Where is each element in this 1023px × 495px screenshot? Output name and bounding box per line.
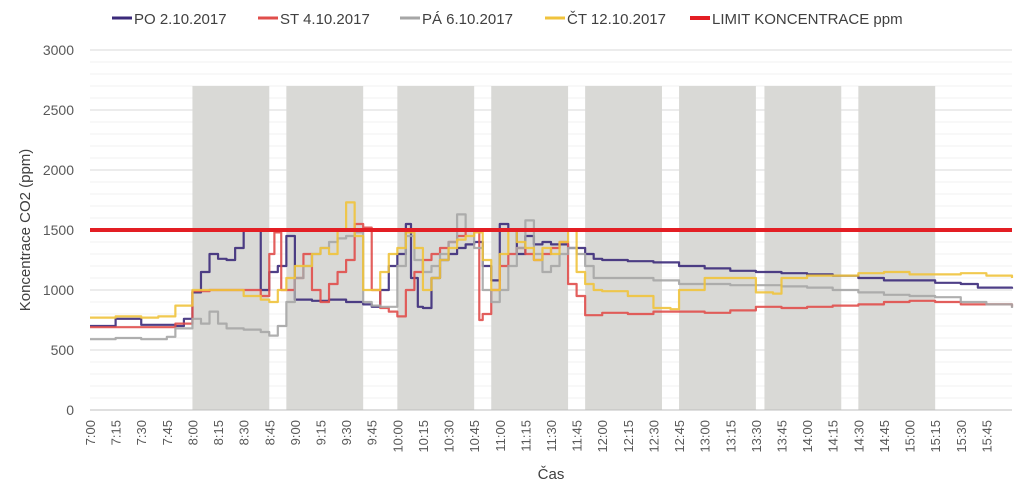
- y-tick-label: 500: [51, 342, 75, 358]
- x-tick-label: 9:00: [288, 420, 303, 445]
- x-tick-label: 15:45: [979, 420, 994, 453]
- x-tick-label: 15:00: [903, 420, 918, 453]
- y-tick-label: 1500: [43, 222, 74, 238]
- y-tick-label: 3000: [43, 42, 74, 58]
- x-tick-label: 9:30: [339, 420, 354, 445]
- x-tick-label: 7:15: [109, 420, 124, 445]
- x-tick-label: 12:00: [595, 420, 610, 453]
- x-tick-label: 7:45: [160, 420, 175, 445]
- shaded-period: [858, 86, 936, 410]
- y-tick-label: 2500: [43, 102, 74, 118]
- x-tick-label: 9:15: [314, 420, 329, 445]
- x-tick-label: 11:15: [518, 420, 533, 452]
- x-tick-label: 13:30: [749, 420, 764, 453]
- x-tick-label: 15:30: [954, 420, 969, 453]
- shaded-period: [764, 86, 842, 410]
- x-tick-label: 10:00: [390, 420, 405, 453]
- x-tick-label: 9:45: [365, 420, 380, 445]
- x-tick-label: 7:00: [83, 420, 98, 445]
- legend-label: PÁ 6.10.2017: [422, 11, 513, 28]
- shaded-periods: [192, 86, 936, 410]
- x-axis-ticks: 7:00 7:15 7:30 7:45 8:00 8:15 8:30 8:45 9:00 9:15…: [83, 420, 994, 453]
- series-line: [90, 201, 1014, 319]
- x-axis-title: Čas: [538, 466, 565, 483]
- y-tick-label: 0: [66, 402, 74, 418]
- x-tick-label: 14:00: [800, 420, 815, 453]
- x-tick-label: 14:45: [877, 420, 892, 453]
- x-tick-label: 11:45: [570, 420, 585, 452]
- x-tick-label: 14:15: [826, 420, 841, 453]
- legend-label: LIMIT KONCENTRACE ppm: [712, 11, 903, 28]
- chart-legend: PO 2.10.2017 ST 4.10.2017 PÁ 6.10.2017 ČT 1…: [112, 11, 903, 28]
- legend-label: ČT 12.10.2017: [567, 11, 666, 28]
- x-tick-label: 8:30: [237, 420, 252, 445]
- x-tick-label: 13:45: [775, 420, 790, 453]
- x-tick-label: 10:30: [442, 420, 457, 453]
- shaded-period: [679, 86, 756, 410]
- x-tick-label: 13:15: [723, 420, 738, 453]
- shaded-period: [192, 86, 270, 410]
- legend-label: PO 2.10.2017: [134, 11, 227, 28]
- x-tick-label: 10:15: [416, 420, 431, 453]
- x-tick-label: 11:30: [544, 420, 559, 452]
- y-axis-title: Koncentrace CO2 (ppm): [17, 149, 34, 312]
- series-lines: [90, 201, 1014, 341]
- y-tick-label: 1000: [43, 282, 74, 298]
- y-tick-label: 2000: [43, 162, 74, 178]
- legend-label: ST 4.10.2017: [280, 11, 370, 28]
- x-tick-label: 15:15: [928, 420, 943, 453]
- x-tick-label: 14:30: [851, 420, 866, 453]
- x-tick-label: 8:00: [185, 420, 200, 445]
- x-tick-label: 7:30: [134, 420, 149, 445]
- x-tick-label: 12:45: [672, 420, 687, 453]
- y-axis-ticks: 0 500 1000 1500 2000 2500 3000: [43, 42, 74, 418]
- x-tick-label: 11:00: [493, 420, 508, 452]
- shaded-period: [585, 86, 662, 410]
- x-tick-label: 10:45: [467, 420, 482, 453]
- x-tick-label: 13:00: [698, 420, 713, 453]
- x-tick-label: 12:15: [621, 420, 636, 453]
- x-tick-label: 8:15: [211, 420, 226, 445]
- x-tick-label: 12:30: [646, 420, 661, 453]
- x-tick-label: 8:45: [262, 420, 277, 445]
